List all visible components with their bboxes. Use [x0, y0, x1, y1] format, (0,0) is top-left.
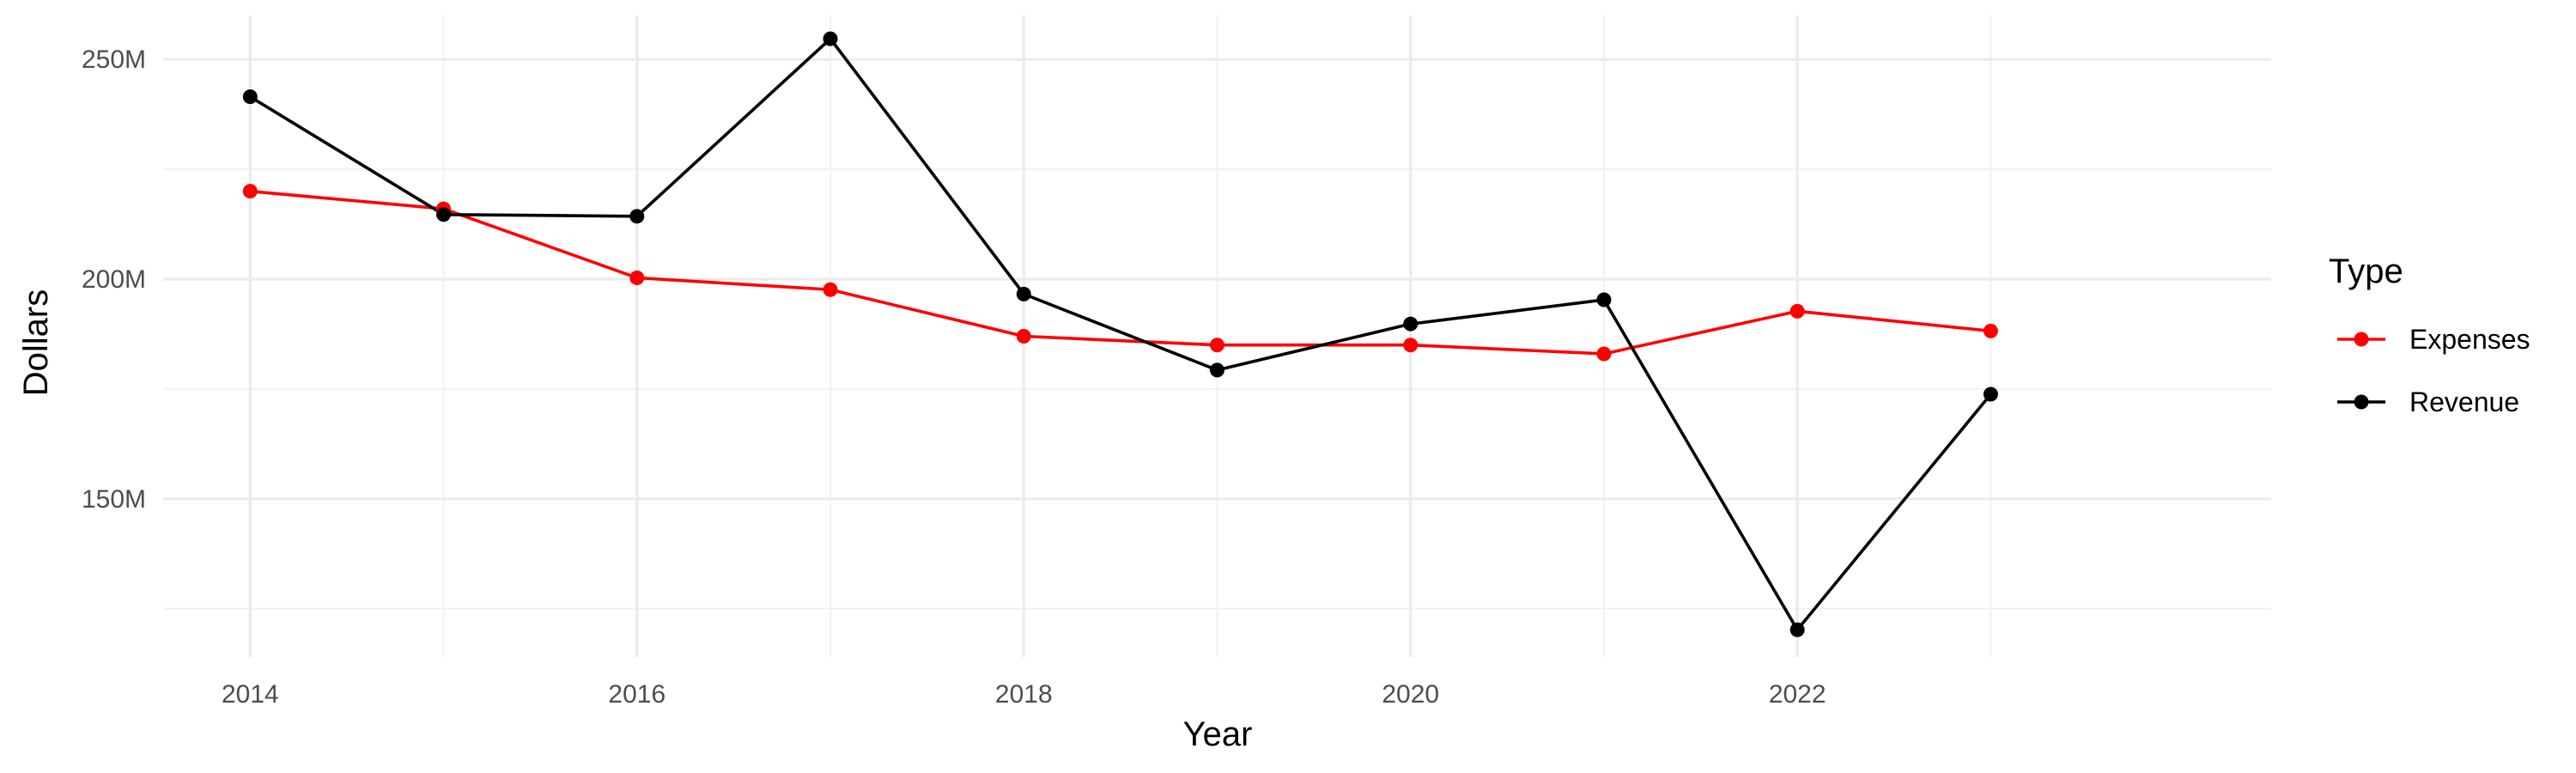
- data-point-expenses: [1596, 346, 1612, 362]
- legend-key-point: [2354, 394, 2369, 410]
- series-points: [242, 31, 1998, 637]
- data-point-revenue: [1789, 622, 1805, 637]
- x-tick-label: 2016: [608, 680, 665, 709]
- legend-items: Expenses Revenue: [2337, 324, 2530, 417]
- legend-item-expenses: Expenses: [2337, 324, 2530, 355]
- y-tick-label: 250M: [82, 46, 146, 74]
- data-point-revenue: [1016, 286, 1031, 301]
- data-point-revenue: [1596, 292, 1612, 307]
- data-point-revenue: [436, 207, 452, 222]
- y-axis-ticks: 150M 200M 250M: [82, 46, 146, 514]
- data-point-expenses: [1016, 329, 1031, 344]
- y-tick-label: 200M: [82, 265, 146, 294]
- data-point-revenue: [629, 209, 645, 224]
- legend-key-point: [2354, 332, 2369, 347]
- x-tick-label: 2020: [1382, 680, 1439, 709]
- x-tick-label: 2022: [1769, 680, 1826, 709]
- data-point-expenses: [1789, 303, 1805, 319]
- data-point-expenses: [1983, 323, 1998, 338]
- legend-label: Expenses: [2409, 324, 2530, 355]
- grid: [163, 15, 2271, 657]
- x-axis-title: Year: [1183, 715, 1253, 753]
- legend-item-revenue: Revenue: [2337, 386, 2519, 417]
- x-tick-label: 2018: [995, 680, 1053, 709]
- data-point-revenue: [242, 89, 258, 105]
- series-line-expenses: [250, 189, 1991, 356]
- data-point-revenue: [1983, 386, 1998, 402]
- data-point-expenses: [1403, 338, 1419, 353]
- data-point-expenses: [823, 282, 838, 297]
- series-lines: [249, 37, 1992, 632]
- data-point-revenue: [823, 31, 838, 46]
- x-axis-ticks: 2014 2016 2018 2020 2022: [222, 680, 1826, 709]
- legend-label: Revenue: [2409, 386, 2519, 417]
- data-point-revenue: [1403, 316, 1419, 332]
- y-tick-label: 150M: [82, 485, 146, 514]
- data-point-expenses: [629, 270, 645, 285]
- legend: Type Expenses Revenue: [2329, 253, 2530, 417]
- data-point-expenses: [242, 184, 258, 199]
- x-tick-label: 2014: [222, 680, 279, 709]
- data-point-expenses: [1210, 338, 1224, 353]
- series-line-revenue: [249, 37, 1992, 632]
- data-point-revenue: [1210, 362, 1224, 378]
- y-axis-title: Dollars: [17, 289, 55, 396]
- legend-title: Type: [2329, 253, 2403, 290]
